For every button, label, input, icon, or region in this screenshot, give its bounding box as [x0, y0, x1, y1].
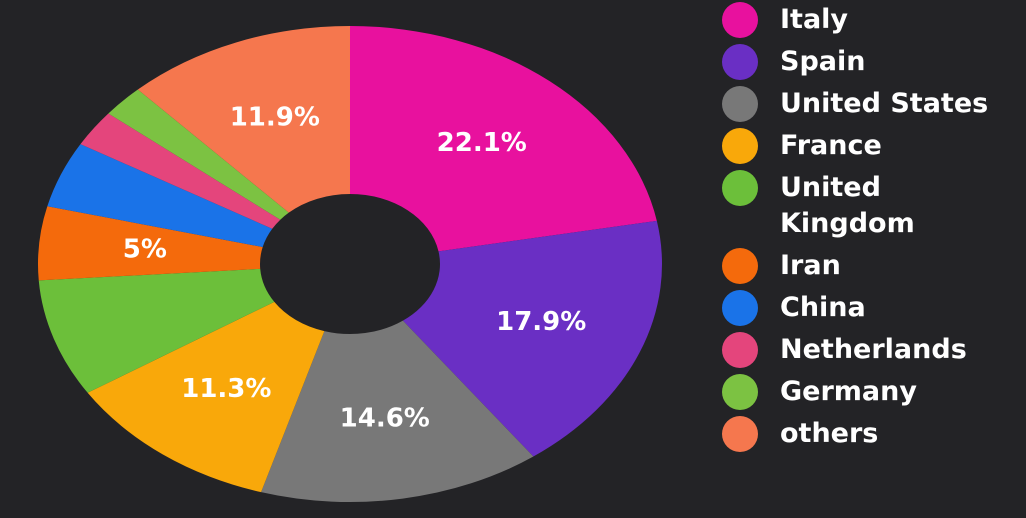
slice — [38, 268, 275, 393]
data-label: 5% — [123, 235, 167, 265]
legend-item: United Kingdom — [722, 170, 1022, 242]
data-label: 11.3% — [181, 374, 271, 404]
legend-label: Italy — [780, 4, 849, 35]
legend-swatch — [722, 290, 758, 326]
legend-label: others — [780, 418, 879, 449]
legend-label: France — [780, 130, 882, 161]
slice — [350, 26, 657, 252]
legend-item: Spain — [722, 44, 1022, 80]
legend-swatch — [722, 44, 758, 80]
data-label: 11.9% — [230, 102, 320, 132]
legend-swatch — [722, 374, 758, 410]
legend-label: United States — [780, 88, 989, 119]
legend-swatch — [722, 170, 758, 206]
slice — [80, 113, 281, 229]
legend-item: Iran — [722, 248, 1022, 284]
slice — [38, 206, 263, 281]
legend-item: China — [722, 290, 1022, 326]
data-label: 17.9% — [496, 307, 586, 337]
data-label: 22.1% — [437, 128, 527, 158]
slice — [261, 320, 534, 502]
legend-label: Iran — [780, 250, 841, 281]
legend-swatch — [722, 86, 758, 122]
slice — [137, 26, 350, 213]
legend-item: others — [722, 416, 1022, 452]
legend-swatch — [722, 416, 758, 452]
data-label: 14.6% — [340, 403, 430, 433]
slice — [47, 144, 273, 248]
legend-label: China — [780, 292, 866, 323]
legend-item: Netherlands — [722, 332, 1022, 368]
legend-label: United Kingdom — [780, 172, 915, 239]
legend-item: Italy — [722, 2, 1022, 38]
legend-swatch — [722, 332, 758, 368]
slice — [108, 89, 289, 220]
legend-swatch — [722, 128, 758, 164]
legend-item: Germany — [722, 374, 1022, 410]
slice — [87, 301, 325, 493]
legend: Italy Spain United States France United King… — [722, 2, 1022, 452]
legend-label: Spain — [780, 46, 866, 77]
slice — [402, 220, 662, 457]
legend-item: France — [722, 128, 1022, 164]
legend-label: Netherlands — [780, 334, 967, 365]
legend-swatch — [722, 2, 758, 38]
legend-label: Germany — [780, 376, 917, 407]
legend-swatch — [722, 248, 758, 284]
legend-item: United States — [722, 86, 1022, 122]
